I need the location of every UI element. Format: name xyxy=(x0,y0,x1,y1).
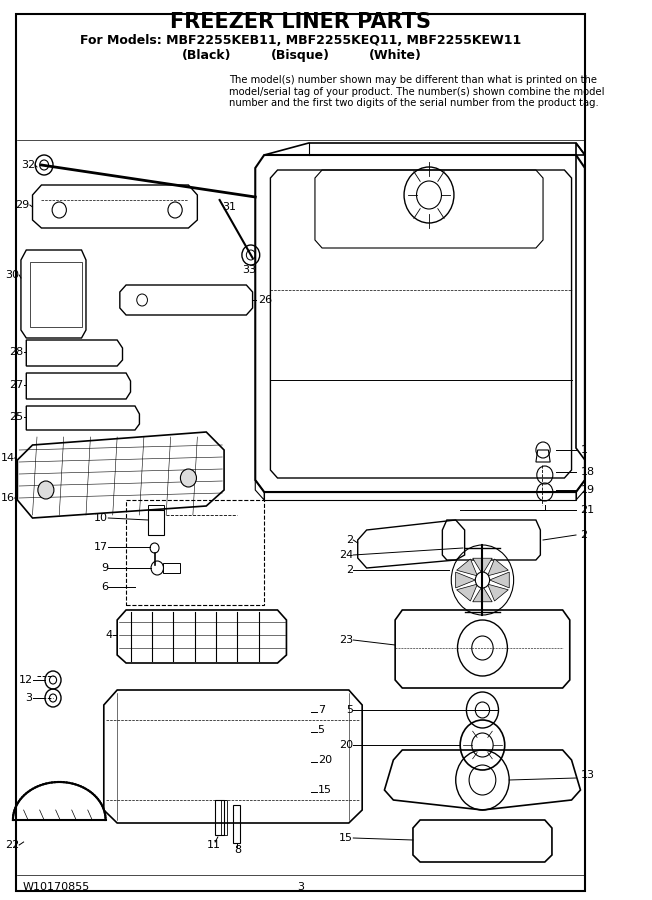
Text: 3: 3 xyxy=(25,693,33,703)
Text: 4: 4 xyxy=(106,630,113,640)
Polygon shape xyxy=(456,572,475,588)
Text: 21: 21 xyxy=(580,505,595,515)
Text: 9: 9 xyxy=(101,563,108,573)
Polygon shape xyxy=(488,584,509,601)
Text: 31: 31 xyxy=(222,202,236,212)
Text: 22: 22 xyxy=(5,840,19,850)
Bar xyxy=(222,800,227,835)
Text: 25: 25 xyxy=(10,412,23,422)
Text: 7: 7 xyxy=(318,705,325,715)
Text: 29: 29 xyxy=(16,200,30,210)
Text: 19: 19 xyxy=(580,485,595,495)
Text: 27: 27 xyxy=(9,380,23,390)
Text: 6: 6 xyxy=(101,582,108,592)
Text: The model(s) number shown may be different than what is printed on the
model/ser: The model(s) number shown may be differe… xyxy=(230,75,605,108)
Text: 30: 30 xyxy=(5,270,19,280)
Bar xyxy=(126,500,264,605)
Text: 20: 20 xyxy=(318,755,332,765)
Bar xyxy=(149,510,164,535)
Text: W10170855: W10170855 xyxy=(23,882,90,892)
Text: 1: 1 xyxy=(580,445,587,455)
Text: 12: 12 xyxy=(18,675,33,685)
Text: 26: 26 xyxy=(258,295,272,305)
Polygon shape xyxy=(488,559,509,576)
Text: 15: 15 xyxy=(339,833,353,843)
Text: 2: 2 xyxy=(346,565,353,575)
Polygon shape xyxy=(456,584,477,601)
Text: (Black): (Black) xyxy=(181,50,231,62)
Text: 2: 2 xyxy=(346,535,353,545)
Text: 23: 23 xyxy=(339,635,353,645)
Bar xyxy=(30,262,82,327)
Bar xyxy=(215,800,224,835)
Text: 15: 15 xyxy=(318,785,332,795)
Polygon shape xyxy=(473,558,492,574)
Text: 28: 28 xyxy=(9,347,23,357)
Text: 14: 14 xyxy=(1,453,15,463)
Polygon shape xyxy=(490,572,509,588)
Polygon shape xyxy=(456,559,477,576)
Text: 32: 32 xyxy=(21,160,35,170)
Text: 10: 10 xyxy=(95,513,108,523)
Text: 17: 17 xyxy=(94,542,108,552)
Text: 20: 20 xyxy=(339,740,353,750)
Text: 18: 18 xyxy=(580,467,595,477)
Ellipse shape xyxy=(38,481,54,499)
Text: 2: 2 xyxy=(580,530,587,540)
Text: 33: 33 xyxy=(242,265,256,275)
Ellipse shape xyxy=(475,572,490,588)
Text: 5: 5 xyxy=(346,705,353,715)
Bar xyxy=(233,805,240,843)
Text: 3: 3 xyxy=(297,882,304,892)
Text: 5: 5 xyxy=(318,725,325,735)
Text: (Bisque): (Bisque) xyxy=(271,50,330,62)
Text: FREEZER LINER PARTS: FREEZER LINER PARTS xyxy=(170,12,431,32)
Polygon shape xyxy=(473,586,492,602)
Text: For Models: MBF2255KEB11, MBF2255KEQ11, MBF2255KEW11: For Models: MBF2255KEB11, MBF2255KEQ11, … xyxy=(80,33,522,47)
Text: 16: 16 xyxy=(1,493,15,503)
Text: (White): (White) xyxy=(368,50,422,62)
Text: 11: 11 xyxy=(207,840,220,850)
Text: 8: 8 xyxy=(234,845,241,855)
Text: 24: 24 xyxy=(339,550,353,560)
Text: 13: 13 xyxy=(580,770,595,780)
Ellipse shape xyxy=(181,469,196,487)
